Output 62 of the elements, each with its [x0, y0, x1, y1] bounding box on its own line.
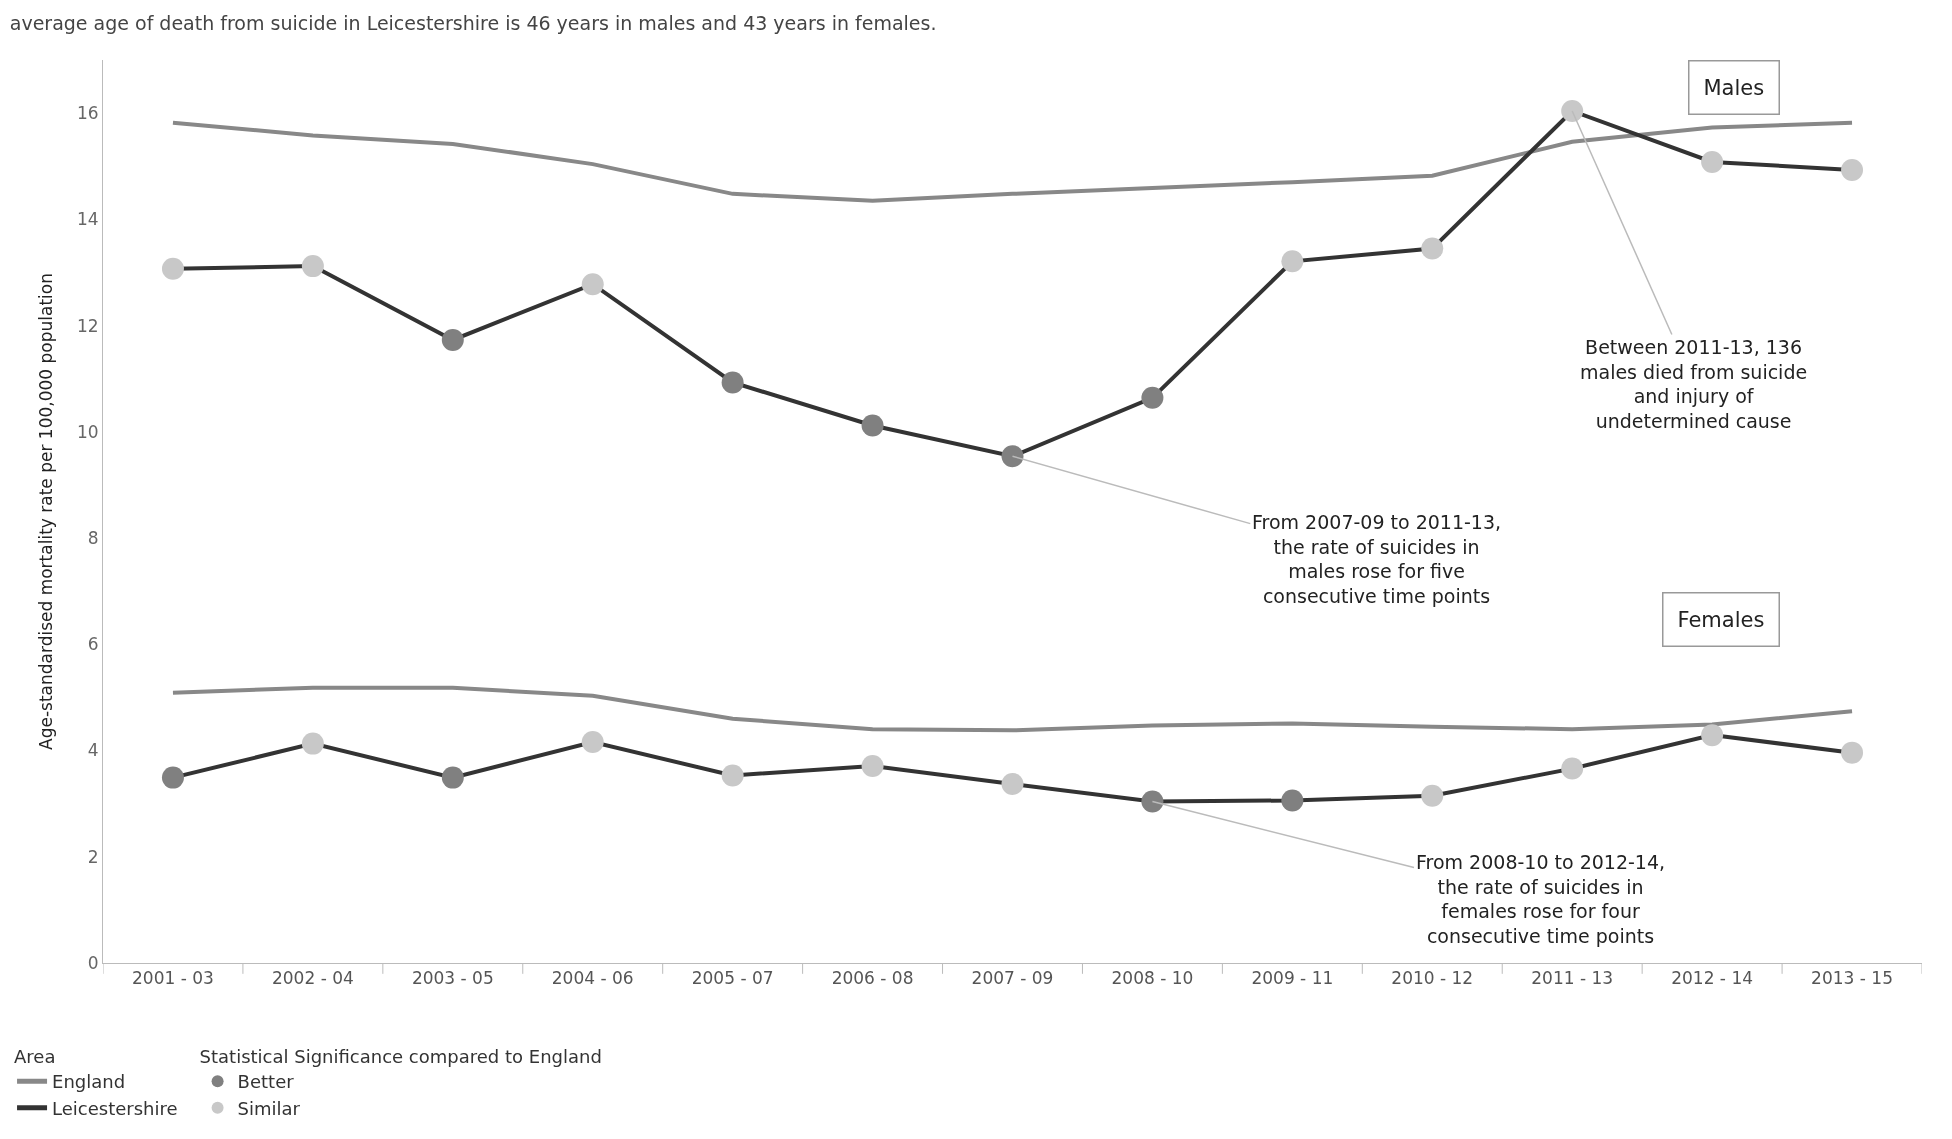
- point: [861, 754, 884, 777]
- point: [1001, 445, 1024, 468]
- y-tick-label: 16: [76, 103, 99, 124]
- point: [1001, 772, 1024, 795]
- text: Area: [14, 1046, 56, 1068]
- point: [301, 255, 324, 278]
- point: [861, 414, 884, 437]
- x-tick-label: 2004 - 06: [551, 968, 634, 989]
- x-tick-label: 2003 - 05: [411, 968, 494, 989]
- point: [1561, 757, 1584, 780]
- legend-label: England: [52, 1071, 126, 1093]
- point: [301, 732, 324, 755]
- y-tick-label: 0: [87, 952, 99, 973]
- x-tick-label: 2006 - 08: [831, 968, 914, 989]
- point: [721, 371, 744, 394]
- x-tick-label: 2002 - 04: [271, 968, 354, 989]
- y-tick-label: 4: [87, 740, 99, 761]
- point: [1841, 158, 1864, 181]
- annotation: Males: [1703, 75, 1765, 100]
- point: [581, 731, 604, 754]
- legend-label: Better: [237, 1071, 295, 1093]
- point: [1841, 741, 1864, 764]
- line-series: [170, 120, 1855, 203]
- x-tick-label: 2007 - 09: [971, 968, 1054, 989]
- y-tick-label: 14: [76, 209, 99, 230]
- point: [581, 273, 604, 296]
- point: [1561, 99, 1584, 122]
- point: [1701, 724, 1724, 747]
- point: [161, 257, 184, 280]
- x-tick-label: 2008 - 10: [1111, 968, 1194, 989]
- annotation: Females: [1677, 607, 1765, 632]
- x-tick-label: 2011 - 13: [1531, 968, 1614, 989]
- point: [1421, 784, 1444, 807]
- y-tick-label: 2: [87, 846, 99, 867]
- y-tick-label: 12: [76, 315, 99, 336]
- x-tick-label: 2010 - 12: [1391, 968, 1474, 989]
- point: [1701, 150, 1724, 173]
- y-tick-label: 6: [87, 634, 99, 655]
- y-axis-title: Age-standardised mortality rate per 100,000 population: [35, 272, 56, 751]
- legend-label: Leicestershire: [52, 1097, 178, 1119]
- point: [1141, 790, 1164, 813]
- annotation: Between 2011-13, 136 males died from suicide and injury of undetermined cause: [1580, 336, 1808, 433]
- annotation: From 2008-10 to 2012-14, the rate of suicides in females rose for four consecutive time points: [1416, 851, 1666, 948]
- point: [161, 766, 184, 789]
- point: [721, 764, 744, 787]
- annotation: From 2007-09 to 2011-13, the rate of suicides in males rose for five consecutive time points: [1252, 511, 1502, 608]
- x-tick-label: 2001 - 03: [132, 968, 214, 989]
- chart-title: average age of death from suicide in Leicestershire is 46 years in males and 43 years in females.: [9, 12, 937, 35]
- x-tick-label: 2012 - 14: [1671, 968, 1754, 989]
- point: [1421, 237, 1444, 260]
- y-tick-label: 10: [76, 421, 99, 442]
- x-tick-label: 2009 - 11: [1251, 968, 1334, 989]
- point: [1281, 250, 1304, 273]
- point: [1141, 386, 1164, 409]
- legend-label: Similar: [237, 1097, 301, 1119]
- text: Statistical Significance compared to England: [199, 1046, 602, 1068]
- x-tick-label: 2005 - 07: [691, 968, 774, 989]
- y-tick-label: 8: [87, 528, 99, 549]
- x-tick-label: 2013 - 15: [1811, 968, 1893, 989]
- point: [441, 766, 464, 789]
- point: [441, 328, 464, 351]
- point: [1281, 789, 1304, 812]
